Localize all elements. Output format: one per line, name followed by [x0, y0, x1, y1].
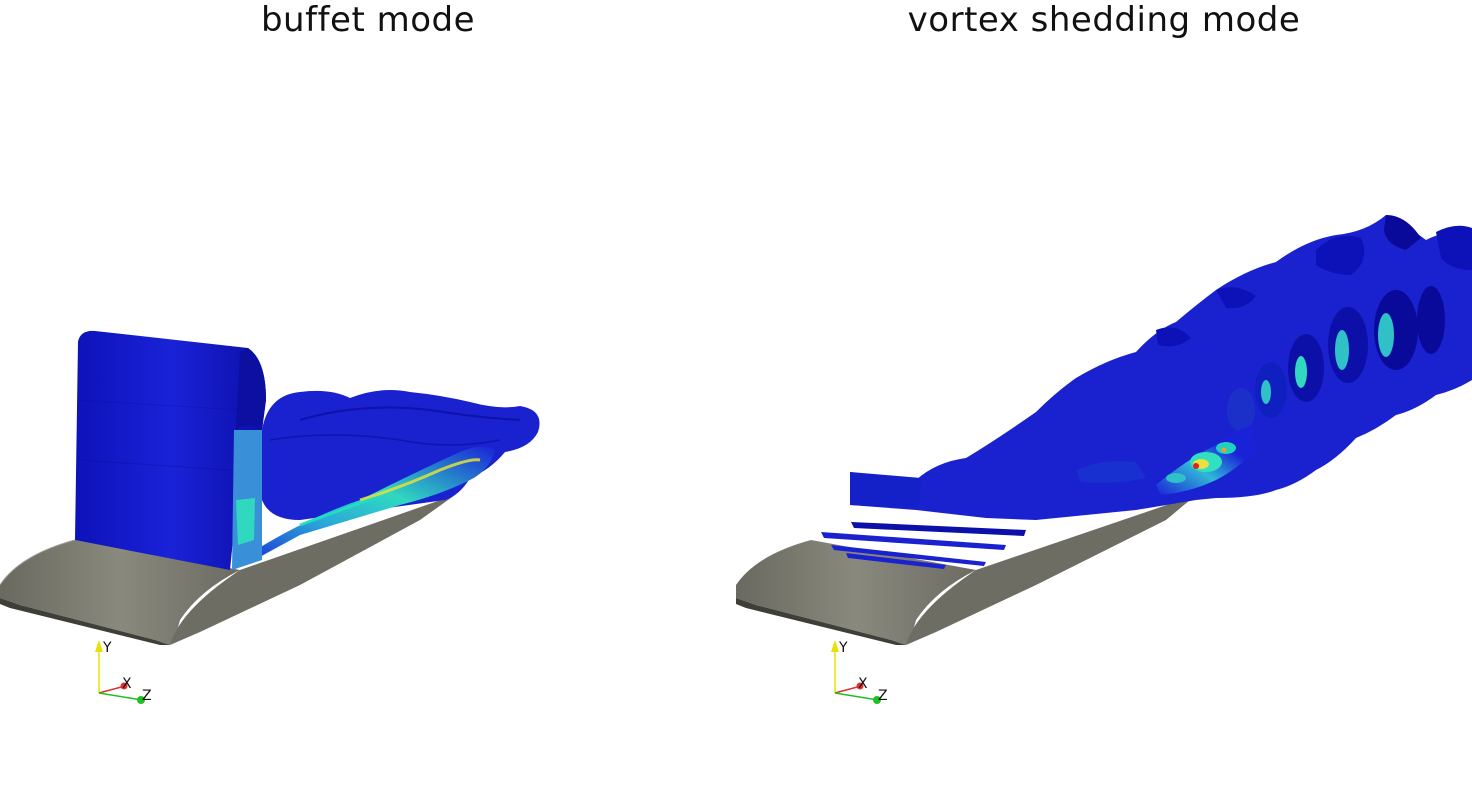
wing-surface — [0, 495, 455, 645]
buffet-mode-panel: buffet mode — [0, 0, 540, 704]
panel-title: buffet mode — [260, 0, 476, 40]
vortex-shedding-render: Y X Z — [736, 215, 1472, 704]
axis-y-label: Y — [102, 640, 112, 656]
wing-surface — [736, 495, 1196, 645]
axis-x-label: X — [122, 676, 132, 692]
panel-title: vortex shedding mode — [907, 0, 1301, 40]
buffet-mode-render: Y X Z — [0, 330, 540, 704]
axis-z-label: Z — [878, 688, 888, 704]
axis-z-label: Z — [142, 688, 152, 704]
axis-x-label: X — [858, 676, 868, 692]
surface-streaks — [821, 522, 1026, 569]
wake-isosurface — [232, 390, 540, 565]
axis-y-label: Y — [838, 640, 848, 656]
buffet-wall-isosurface — [75, 330, 266, 570]
vortex-shedding-mode-panel: vortex shedding mode — [736, 0, 1472, 795]
vortex-wake-isosurface — [850, 215, 1472, 520]
orientation-axes: Y X Z — [95, 640, 152, 704]
orientation-axes: Y X Z — [831, 640, 888, 704]
